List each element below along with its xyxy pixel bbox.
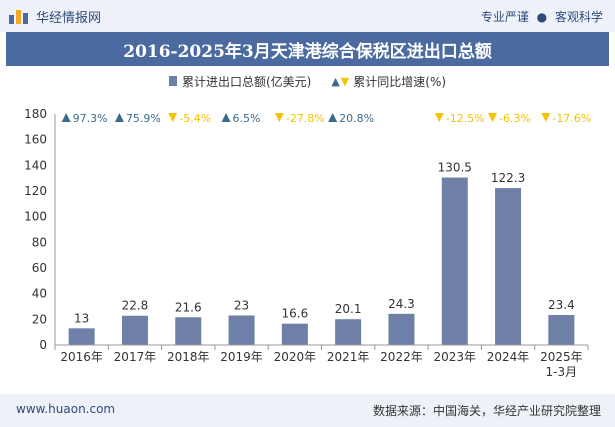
legend-item-growth[interactable]: ▲ ▼ 累计同比增速(%) — [331, 73, 446, 90]
legend-label-total: 累计进出口总额(亿美元) — [181, 74, 312, 89]
brand[interactable]: 华经情报网 — [8, 6, 101, 26]
legend-down-triangle-icon: ▼ — [340, 74, 350, 88]
title-bar: 2016-2025年3月天津港综合保税区进出口总额 — [6, 32, 609, 66]
bar — [228, 315, 255, 345]
data-label: 20.1 — [335, 302, 362, 316]
growth-down-icon — [434, 113, 444, 122]
y-tick-label: 100 — [24, 210, 47, 224]
y-tick-label: 0 — [39, 338, 47, 352]
x-tick-label: 2020年 — [274, 350, 317, 364]
x-tick-label: 2024年 — [487, 350, 530, 364]
x-tick-label: 2016年 — [60, 350, 103, 364]
y-tick-label: 160 — [24, 133, 47, 147]
y-tick-label: 40 — [32, 287, 47, 301]
bar — [495, 188, 522, 345]
growth-up-icon — [114, 113, 124, 122]
footer-source: 数据来源：中国海关，华经产业研究院整理 — [372, 404, 601, 418]
bar-chart: 0 20 40 60 80 100 120 140 160 180 13 2016年 97.3% 22.8… — [24, 107, 591, 379]
bar — [281, 323, 308, 345]
tagline-right: 客观科学 — [554, 10, 603, 24]
growth-label: -5.4% — [179, 112, 211, 125]
y-tick-label: 180 — [24, 107, 47, 121]
x-tick-label: 2022年 — [380, 350, 423, 364]
growth-label: -6.3% — [499, 112, 531, 125]
tagline: 专业严谨 ● 客观科学 — [481, 8, 603, 25]
footer-site[interactable]: www.huaon.com — [16, 402, 116, 416]
legend-bar-swatch-icon — [168, 76, 177, 86]
growth-label: -27.8% — [286, 112, 325, 125]
y-tick-label: 80 — [32, 235, 47, 249]
growth-label: 75.9% — [126, 112, 161, 125]
chart-title: 2016-2025年3月天津港综合保税区进出口总额 — [123, 41, 492, 62]
footer: www.huaon.com 数据来源：中国海关，华经产业研究院整理 — [0, 394, 615, 427]
y-tick-label: 20 — [32, 312, 47, 326]
bar — [175, 317, 202, 345]
x-tick-label: 2025年 — [540, 350, 583, 364]
legend-up-triangle-icon: ▲ — [331, 74, 340, 88]
data-label: 23.4 — [548, 298, 575, 312]
x-tick-label: 2018年 — [167, 350, 210, 364]
growth-down-icon — [274, 113, 284, 122]
y-tick-label: 120 — [24, 184, 47, 198]
bar — [68, 328, 95, 345]
x-tick-label: 2019年 — [220, 350, 263, 364]
data-label: 13 — [74, 311, 89, 325]
growth-label: 6.5% — [233, 112, 261, 125]
growth-label: 20.8% — [339, 112, 374, 125]
brand-name: 华经情报网 — [36, 10, 102, 26]
x-tick-label: 1-3月 — [546, 365, 578, 379]
x-tick-label: 2021年 — [327, 350, 370, 364]
data-label: 130.5 — [438, 161, 472, 175]
brand-logo-icon — [9, 10, 28, 24]
growth-up-icon — [61, 113, 71, 122]
legend-label-growth: 累计同比增速(%) — [353, 74, 447, 89]
growth-label: -12.5% — [446, 112, 485, 125]
data-label: 22.8 — [122, 299, 149, 313]
growth-down-icon — [541, 113, 551, 122]
bar — [548, 314, 575, 345]
data-label: 24.3 — [388, 297, 415, 311]
data-label: 21.6 — [175, 300, 202, 314]
growth-up-icon — [328, 113, 338, 122]
x-tick-label: 2023年 — [433, 350, 476, 364]
growth-label: -17.6% — [552, 112, 591, 125]
data-label: 23 — [234, 298, 249, 312]
bar — [388, 313, 415, 345]
growth-label: 97.3% — [73, 112, 108, 125]
bar — [121, 315, 148, 345]
separator-dot-icon: ● — [536, 10, 548, 24]
tagline-left: 专业严谨 — [480, 10, 529, 24]
bar — [335, 319, 362, 345]
legend-item-total[interactable]: 累计进出口总额(亿美元) — [168, 73, 312, 90]
growth-up-icon — [221, 113, 231, 122]
x-tick-label: 2017年 — [114, 350, 157, 364]
y-tick-label: 60 — [32, 261, 47, 275]
bar — [441, 177, 468, 345]
top-bar: 华经情报网 专业严谨 ● 客观科学 — [0, 0, 615, 32]
growth-down-icon — [168, 113, 178, 122]
growth-down-icon — [488, 113, 498, 122]
y-tick-label: 140 — [24, 158, 47, 172]
data-label: 16.6 — [281, 307, 308, 321]
legend: 累计进出口总额(亿美元) ▲ ▼ 累计同比增速(%) — [0, 70, 615, 92]
data-label: 122.3 — [491, 171, 525, 185]
